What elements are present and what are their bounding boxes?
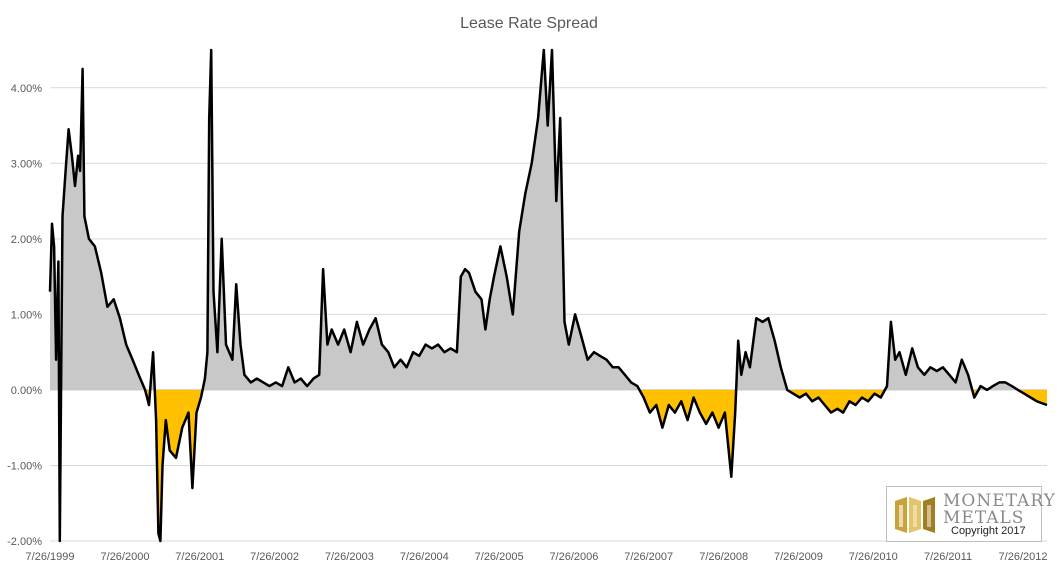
series-line bbox=[48, 48, 1048, 543]
positive-area-6 bbox=[202, 50, 640, 390]
x-tick-label-1: 7/26/2000 bbox=[101, 551, 150, 563]
logo-text-monetary: MONETARY bbox=[943, 491, 1056, 511]
x-tick-label-12: 7/26/2011 bbox=[924, 551, 972, 563]
x-tick-label-13: 7/26/2012 bbox=[999, 551, 1048, 563]
x-tick-label-3: 7/26/2002 bbox=[250, 551, 299, 563]
chart-title: Lease Rate Spread bbox=[460, 15, 598, 32]
y-tick-label-5: 3.00% bbox=[11, 158, 42, 170]
x-tick-label-2: 7/26/2001 bbox=[175, 551, 224, 563]
y-axis-tick-labels: -2.00% -1.00% 0.00% 1.00% 2.00% 3.00% 4.00% bbox=[7, 83, 42, 548]
monetary-metals-logo-icon bbox=[895, 497, 935, 533]
logo-copyright: Copyright 2017 bbox=[951, 525, 1026, 537]
logo-text-metals: METALS bbox=[943, 508, 1025, 528]
positive-area-8 bbox=[736, 318, 788, 390]
y-tick-label-2: 0.00% bbox=[11, 385, 42, 397]
x-tick-label-7: 7/26/2006 bbox=[549, 551, 598, 563]
positive-area-2 bbox=[61, 68, 146, 390]
y-tick-label-1: -1.00% bbox=[7, 460, 42, 472]
y-tick-label-4: 2.00% bbox=[11, 234, 42, 246]
x-axis-tick-labels: 7/26/1999 7/26/2000 7/26/2001 7/26/2002 7/26… bbox=[26, 551, 1048, 563]
monetary-metals-logo: MONETARY METALS Copyright 2017 bbox=[886, 486, 1055, 542]
x-tick-label-10: 7/26/2009 bbox=[774, 551, 823, 563]
negative-area-7 bbox=[639, 389, 737, 477]
y-tick-label-3: 1.00% bbox=[11, 309, 42, 321]
y-tick-label-0: -2.00% bbox=[7, 536, 42, 548]
x-tick-label-11: 7/26/2010 bbox=[849, 551, 898, 563]
lease-rate-spread-line bbox=[48, 48, 1048, 543]
y-tick-label-6: 4.00% bbox=[11, 83, 42, 95]
negative-area-9 bbox=[787, 389, 885, 413]
x-tick-label-4: 7/26/2003 bbox=[325, 551, 374, 563]
x-tick-label-9: 7/26/2008 bbox=[699, 551, 748, 563]
negative-area-5 bbox=[154, 389, 203, 541]
x-tick-label-0: 7/26/1999 bbox=[26, 551, 75, 563]
x-tick-label-5: 7/26/2004 bbox=[400, 551, 449, 563]
x-tick-label-8: 7/26/2007 bbox=[624, 551, 673, 563]
x-tick-label-6: 7/26/2005 bbox=[475, 551, 524, 563]
